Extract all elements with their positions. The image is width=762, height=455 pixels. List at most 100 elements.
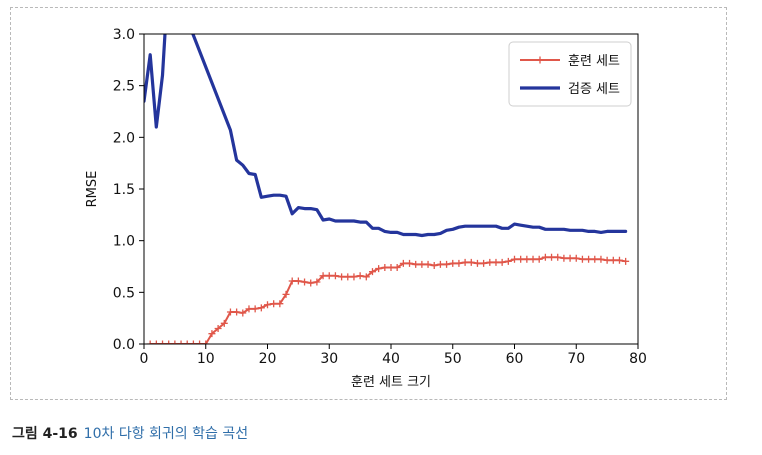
series-1-point	[214, 325, 222, 332]
series-1-point	[344, 273, 352, 281]
series-1-point	[424, 260, 432, 268]
series-1-point	[393, 264, 401, 272]
series-1-point	[535, 255, 543, 263]
series-1-point	[548, 253, 556, 261]
x-tick-label: 60	[506, 351, 524, 367]
series-1-point	[245, 305, 253, 313]
series-1-point	[467, 258, 475, 266]
series-1-point	[412, 260, 420, 268]
series-1-point	[189, 340, 197, 344]
series-1-point	[541, 253, 549, 261]
series-1-point	[251, 305, 259, 313]
series-1-point	[183, 340, 191, 344]
series-1-point	[208, 330, 216, 338]
series-1-point	[591, 255, 599, 263]
series-1-point	[152, 340, 160, 344]
series-1	[146, 253, 630, 344]
x-tick-label: 10	[197, 351, 215, 367]
series-1-point	[529, 255, 537, 263]
series-1-point	[443, 260, 451, 268]
series-1-point	[226, 308, 234, 316]
series-1-point	[492, 258, 500, 266]
series-1-point	[486, 258, 494, 266]
series-1-point	[325, 272, 333, 280]
series-1-point	[436, 260, 444, 268]
series-1-point	[615, 256, 623, 264]
y-tick-label: 1.0	[113, 234, 135, 250]
series-1-point	[233, 308, 241, 316]
figure-caption-text: 10차 다항 회귀의 학습 곡선	[83, 426, 249, 442]
y-tick-label: 3.0	[113, 27, 135, 43]
series-1-point	[220, 319, 228, 327]
series-1-point	[171, 340, 179, 344]
series-1-point	[313, 278, 321, 286]
series-1-point	[294, 277, 302, 285]
series-1-point	[350, 273, 358, 281]
series-1-point	[165, 340, 173, 344]
series-1-point	[585, 255, 593, 263]
x-tick-label: 30	[320, 351, 338, 367]
series-1-point	[331, 272, 339, 280]
series-1-point	[461, 258, 469, 266]
series-1-point	[622, 257, 630, 265]
series-1-point	[504, 257, 512, 265]
series-1-point	[597, 255, 605, 263]
y-tick-label: 1.5	[113, 182, 135, 198]
series-2-line	[144, 34, 628, 238]
y-tick-label: 0.0	[113, 337, 135, 353]
series-1-point	[202, 340, 210, 344]
series-1-point	[480, 259, 488, 267]
series-1-point	[399, 259, 407, 267]
y-tick-label: 0.5	[113, 285, 135, 301]
x-tick-label: 40	[382, 351, 400, 367]
legend-label: 검증 세트	[568, 82, 620, 97]
series-1-point	[430, 261, 438, 269]
series-1-point	[387, 264, 395, 272]
series-1-point	[523, 255, 531, 263]
series-1-point	[572, 254, 580, 262]
series-1-point	[288, 277, 296, 285]
series-1-point	[368, 268, 376, 276]
y-tick-label: 2.0	[113, 130, 135, 146]
series-1-point	[578, 255, 586, 263]
series-1-point	[270, 300, 278, 308]
series-1-point	[449, 259, 457, 267]
y-tick-label: 2.5	[113, 79, 135, 95]
series-1-point	[146, 340, 154, 344]
series-1-point	[517, 255, 525, 263]
series-1-point	[455, 259, 463, 267]
series-1-point	[566, 254, 574, 262]
series-1-point	[338, 273, 346, 281]
series-1-point	[282, 290, 290, 298]
series-1-point	[177, 340, 185, 344]
x-tick-label: 70	[567, 351, 585, 367]
series-1-point	[196, 340, 204, 344]
series-1-point	[301, 278, 309, 286]
series-1-point	[498, 258, 506, 266]
series-1-point	[276, 300, 284, 308]
series-1-point	[159, 340, 167, 344]
x-tick-label: 50	[444, 351, 462, 367]
series-1-point	[239, 309, 247, 317]
series-1-point	[319, 272, 327, 280]
x-axis-label: 훈련 세트 크기	[351, 375, 431, 390]
x-tick-label: 20	[259, 351, 277, 367]
figure-number: 그림 4-16	[12, 426, 78, 442]
series-1-point	[473, 259, 481, 267]
series-1-point	[511, 255, 518, 263]
series-1-point	[406, 259, 414, 267]
series-1-point	[257, 304, 265, 312]
series-1-point	[362, 273, 370, 281]
legend-marker	[536, 56, 544, 64]
x-tick-label: 0	[140, 351, 149, 367]
y-axis-label: RMSE	[85, 171, 100, 208]
series-1-point	[603, 256, 611, 264]
series-1-point	[375, 265, 383, 273]
series-2	[144, 34, 628, 238]
series-1-point	[307, 279, 315, 287]
series-1-point	[356, 272, 364, 280]
series-1-point	[554, 253, 562, 261]
figure-frame	[10, 7, 727, 400]
